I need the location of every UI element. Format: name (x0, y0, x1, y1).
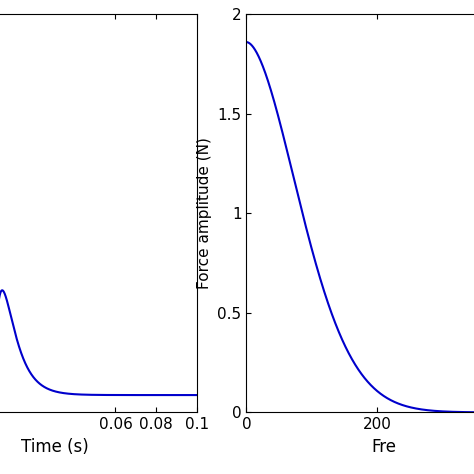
X-axis label: Time (s): Time (s) (21, 438, 88, 456)
X-axis label: Fre: Fre (372, 438, 396, 456)
Y-axis label: Force amplitude (N): Force amplitude (N) (197, 137, 212, 289)
